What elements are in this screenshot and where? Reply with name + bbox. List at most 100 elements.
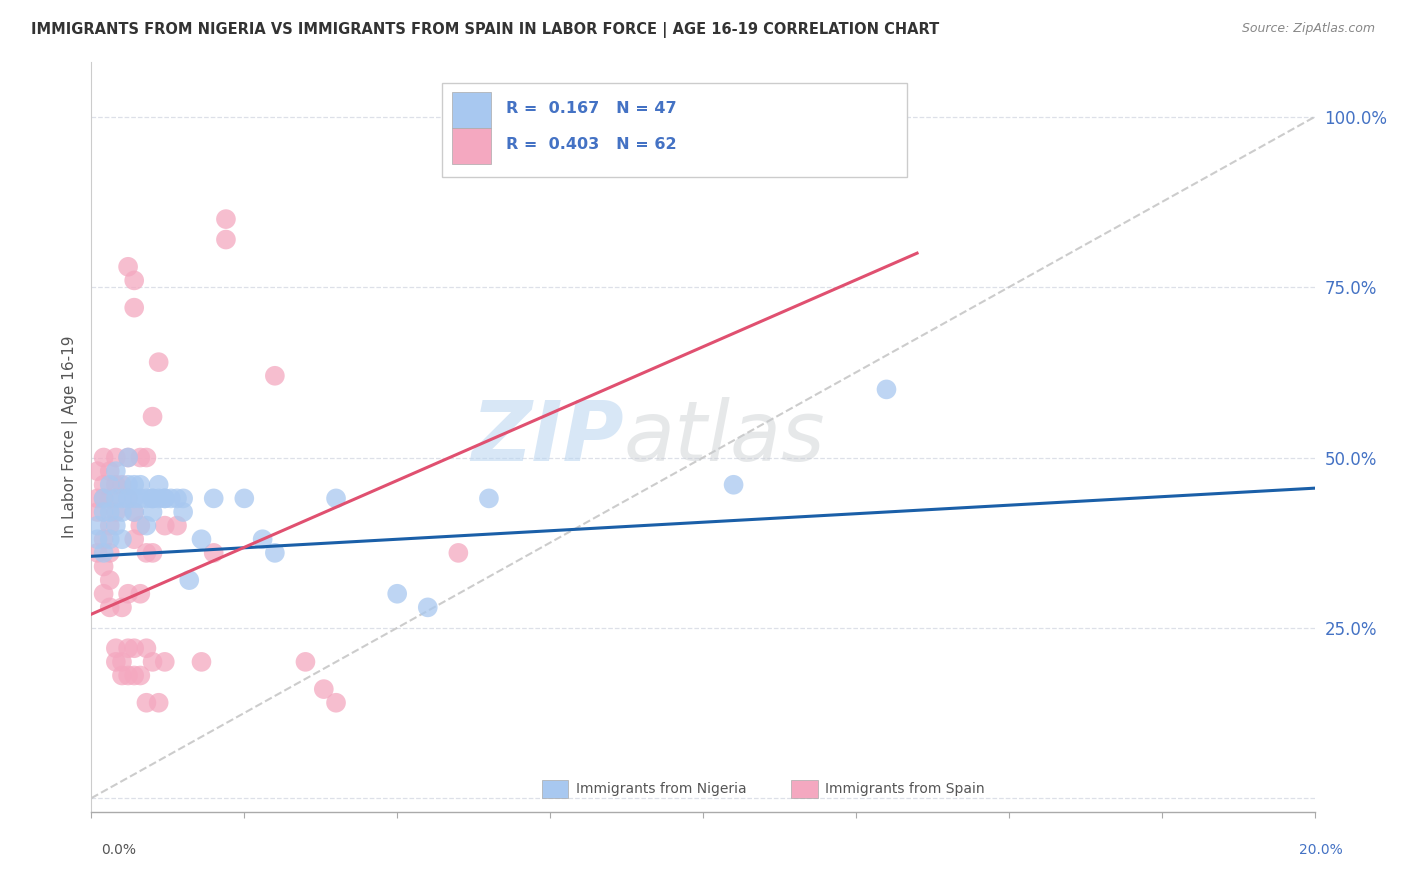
Point: [129, 491, 152, 506]
Point: [122, 668, 145, 682]
Text: 20.0%: 20.0%: [1299, 843, 1343, 857]
Point: [264, 546, 287, 560]
Text: atlas: atlas: [623, 397, 825, 477]
FancyBboxPatch shape: [453, 92, 491, 128]
Point: [153, 491, 176, 506]
Point: [117, 668, 139, 682]
Point: [122, 505, 145, 519]
Point: [86, 546, 108, 560]
Point: [141, 505, 163, 519]
Point: [93, 450, 115, 465]
Point: [93, 491, 115, 506]
Point: [93, 505, 115, 519]
Point: [86, 518, 108, 533]
Point: [135, 641, 157, 656]
Point: [98, 600, 121, 615]
Point: [122, 273, 145, 287]
Point: [86, 491, 108, 506]
Point: [117, 491, 139, 506]
Point: [875, 383, 898, 397]
Point: [325, 491, 347, 506]
Text: Immigrants from Spain: Immigrants from Spain: [825, 782, 986, 797]
FancyBboxPatch shape: [443, 84, 907, 178]
Point: [104, 450, 127, 465]
Point: [252, 533, 274, 547]
Point: [117, 587, 139, 601]
Point: [447, 546, 470, 560]
Point: [111, 655, 134, 669]
Point: [104, 464, 127, 478]
Point: [141, 409, 163, 424]
Point: [129, 587, 152, 601]
Point: [141, 655, 163, 669]
Point: [325, 696, 347, 710]
Point: [129, 477, 152, 491]
Point: [122, 301, 145, 315]
Point: [93, 491, 115, 506]
Point: [104, 655, 127, 669]
FancyBboxPatch shape: [792, 780, 818, 798]
Point: [312, 682, 335, 697]
Text: 0.0%: 0.0%: [101, 843, 136, 857]
Text: ZIP: ZIP: [471, 397, 623, 477]
Point: [141, 546, 163, 560]
Point: [122, 505, 145, 519]
Text: R =  0.167   N = 47: R = 0.167 N = 47: [506, 101, 676, 116]
Point: [141, 491, 163, 506]
Text: Source: ZipAtlas.com: Source: ZipAtlas.com: [1241, 22, 1375, 36]
Point: [111, 491, 134, 506]
Point: [111, 477, 134, 491]
Point: [172, 505, 194, 519]
Point: [385, 587, 409, 601]
Point: [111, 533, 134, 547]
Point: [135, 696, 157, 710]
Point: [117, 641, 139, 656]
Point: [86, 505, 108, 519]
Point: [148, 696, 170, 710]
Point: [98, 491, 121, 506]
Point: [122, 491, 145, 506]
Point: [98, 546, 121, 560]
Point: [129, 668, 152, 682]
FancyBboxPatch shape: [453, 128, 491, 163]
Point: [93, 477, 115, 491]
Point: [148, 355, 170, 369]
Point: [117, 491, 139, 506]
Point: [98, 505, 121, 519]
Point: [416, 600, 439, 615]
Point: [202, 491, 225, 506]
Point: [166, 491, 188, 506]
Point: [179, 573, 201, 587]
Point: [233, 491, 256, 506]
Text: R =  0.403   N = 62: R = 0.403 N = 62: [506, 136, 676, 152]
Point: [153, 518, 176, 533]
Point: [111, 668, 134, 682]
Point: [122, 641, 145, 656]
Point: [135, 518, 157, 533]
Point: [122, 477, 145, 491]
Point: [190, 533, 212, 547]
Point: [153, 491, 176, 506]
Point: [117, 260, 139, 274]
Point: [98, 533, 121, 547]
Text: Immigrants from Nigeria: Immigrants from Nigeria: [576, 782, 747, 797]
Point: [129, 518, 152, 533]
Point: [135, 491, 157, 506]
Point: [135, 450, 157, 465]
FancyBboxPatch shape: [541, 780, 568, 798]
Point: [117, 477, 139, 491]
Point: [104, 518, 127, 533]
Point: [215, 233, 238, 247]
Point: [98, 573, 121, 587]
Point: [104, 505, 127, 519]
Point: [122, 533, 145, 547]
Point: [148, 477, 170, 491]
Point: [98, 477, 121, 491]
Point: [141, 491, 163, 506]
Point: [215, 212, 238, 227]
Text: IMMIGRANTS FROM NIGERIA VS IMMIGRANTS FROM SPAIN IN LABOR FORCE | AGE 16-19 CORR: IMMIGRANTS FROM NIGERIA VS IMMIGRANTS FR…: [31, 22, 939, 38]
Point: [86, 533, 108, 547]
Point: [148, 491, 170, 506]
Point: [98, 518, 121, 533]
Point: [129, 450, 152, 465]
